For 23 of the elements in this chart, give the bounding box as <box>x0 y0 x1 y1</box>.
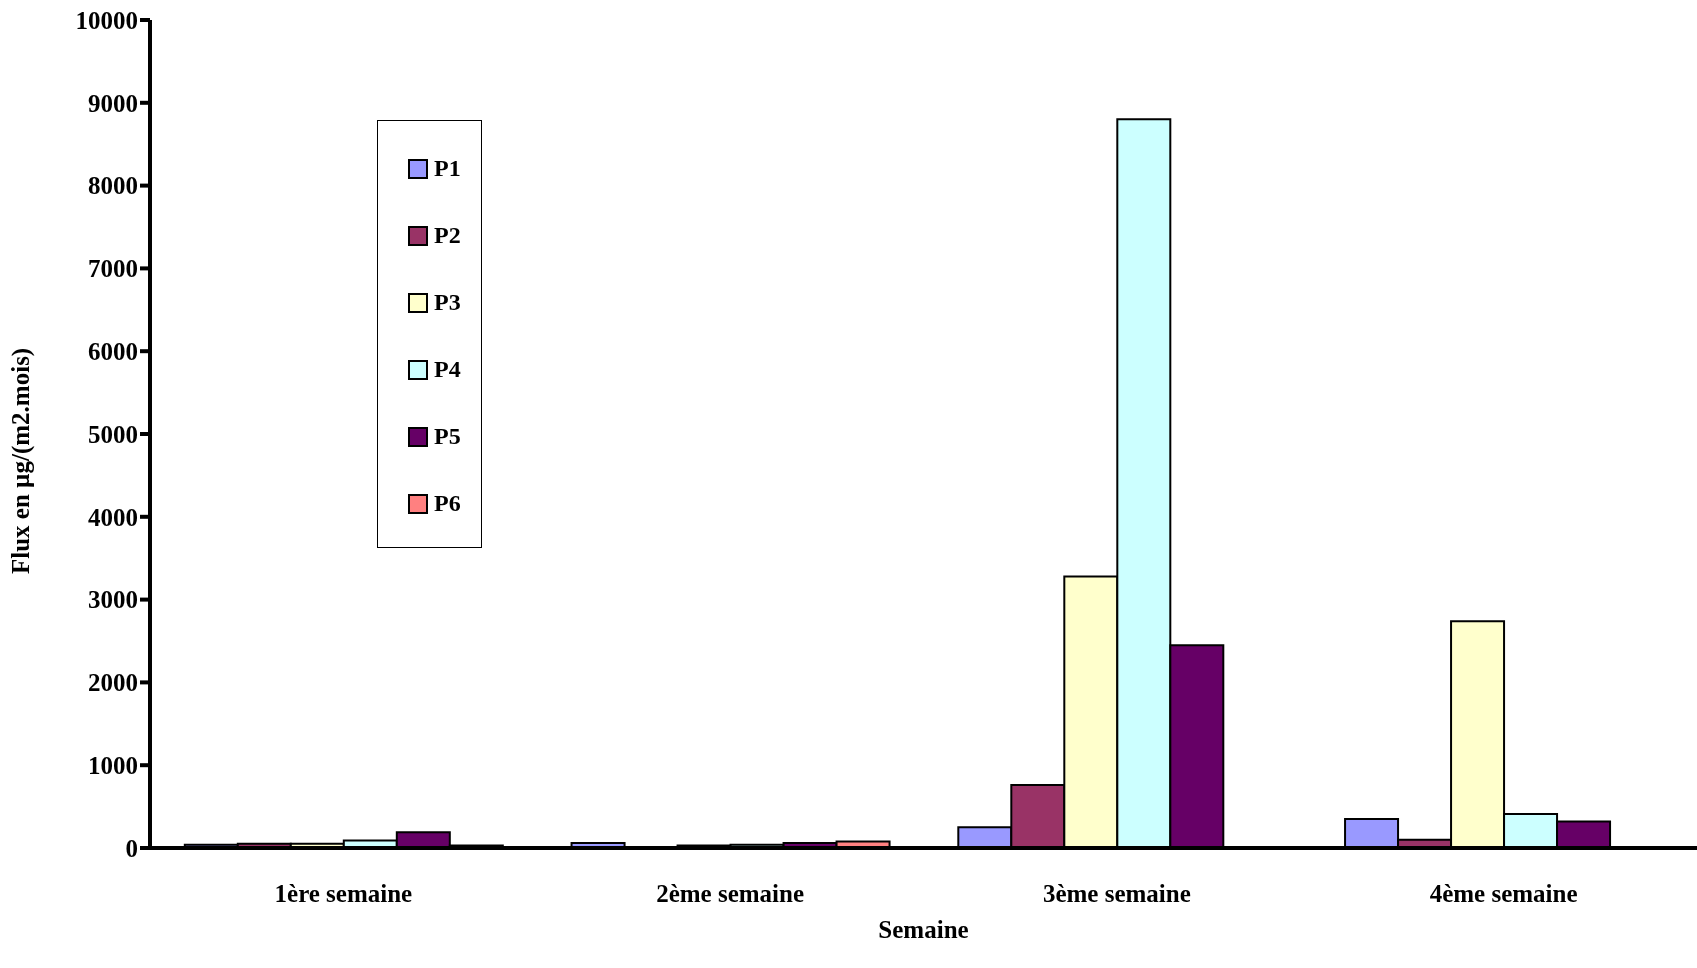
y-tick-label: 2000 <box>88 669 138 697</box>
y-tick-label: 9000 <box>88 89 138 117</box>
x-axis-title: Semaine <box>878 916 969 943</box>
legend-label: P1 <box>434 155 461 182</box>
y-tick-label: 10000 <box>75 6 138 34</box>
x-tick-label: 3ème semaine <box>1042 879 1191 907</box>
y-tick-label: 5000 <box>88 420 138 448</box>
legend-label: P4 <box>434 356 461 383</box>
x-tick-label: 1ère semaine <box>274 879 413 907</box>
y-tick-label: 1000 <box>88 752 138 780</box>
y-tick-label: 8000 <box>88 172 138 200</box>
y-axis-title: Flux en µg/(m2.mois) <box>6 347 35 574</box>
legend-label: P6 <box>434 490 461 517</box>
legend-label: P5 <box>434 423 461 450</box>
y-tick-label: 7000 <box>88 255 138 283</box>
y-tick-label: 4000 <box>88 503 138 531</box>
y-tick-label: 0 <box>125 834 138 862</box>
y-tick-label: 6000 <box>88 338 138 366</box>
x-tick-label: 2ème semaine <box>656 879 805 907</box>
y-tick-label: 3000 <box>88 586 138 614</box>
legend-label: P2 <box>434 222 461 249</box>
legend-label: P3 <box>434 289 461 316</box>
x-tick-label: 4ème semaine <box>1429 879 1578 907</box>
